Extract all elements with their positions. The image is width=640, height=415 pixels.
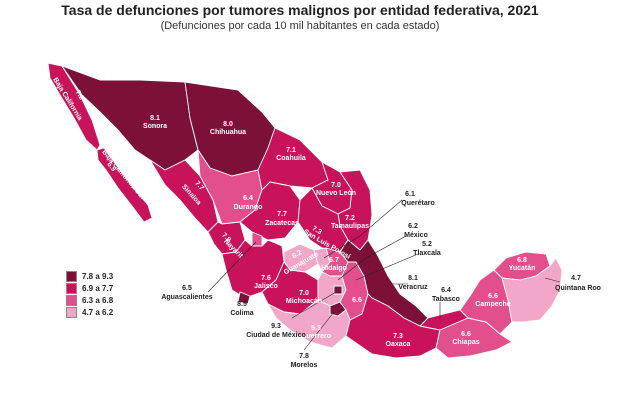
value-veracruz: 8.1	[408, 275, 418, 282]
leader-mexico	[337, 235, 407, 281]
label-mexico: México	[404, 232, 428, 239]
value-guerrero: 5.3	[311, 325, 321, 332]
label-chiapas: Chiapas	[452, 339, 479, 346]
label-yucatan: Yucatán	[509, 265, 536, 272]
value-campeche: 6.6	[488, 293, 498, 300]
state-colima	[237, 291, 251, 305]
label-chihuahua: Chihuahua	[210, 129, 246, 136]
map-subtitle: (Defunciones por cada 10 mil habitantes …	[160, 20, 440, 32]
value-michoacan: 7.0	[299, 290, 309, 297]
legend-item: 4.7 a 6.2	[66, 306, 113, 318]
label-quintana-roo: Quintana Roo	[555, 285, 601, 292]
leader-queretaro	[323, 199, 403, 259]
label-hidalgo: Hidalgo	[321, 265, 347, 272]
value-san-luis-potosi: 7.3	[311, 225, 323, 236]
label-aguascalientes: Aguascalientes	[161, 294, 212, 301]
value-aguascalientes: 6.5	[182, 285, 192, 292]
state-zacatecas	[239, 181, 301, 241]
legend-label: 6.3 a 6.8	[82, 295, 114, 305]
label-campeche: Campeche	[475, 301, 511, 308]
leader-quintana-roo	[544, 277, 561, 283]
label-coahuila: Coahuila	[276, 155, 306, 162]
label-michoacan: Michoacán	[286, 298, 322, 305]
leader-morelos	[303, 311, 335, 351]
value-sinaloa: 7.7	[193, 180, 205, 192]
value-zacatecas: 7.7	[277, 211, 287, 218]
value-oaxaca: 7.3	[393, 333, 403, 340]
value-chihuahua: 8.0	[223, 121, 233, 128]
value-morelos: 7.8	[299, 353, 309, 360]
value-hidalgo: 6.7	[329, 257, 339, 264]
leader-aguascalientes	[207, 241, 257, 293]
legend-item: 6.9 a 7.7	[66, 282, 113, 294]
value-puebla: 6.6	[352, 297, 362, 304]
label-guerrero: Guerrero	[301, 333, 331, 340]
label-nuevo-leon: Nuevo León	[316, 190, 356, 197]
legend-swatch	[66, 294, 77, 306]
label-tlaxcala: Tlaxcala	[413, 250, 441, 257]
value-tlaxcala: 5.2	[422, 241, 432, 248]
legend-item: 7.8 a 9.3	[66, 270, 113, 282]
label-tabasco: Tabasco	[432, 296, 460, 303]
legend-swatch	[66, 306, 77, 318]
value-tamaulipas: 7.2	[345, 215, 355, 222]
value-queretaro: 6.1	[405, 191, 415, 198]
value-colima: 8.5	[237, 301, 247, 308]
state-quintana-roo	[501, 257, 563, 323]
value-guanajuato: 6.2	[291, 249, 303, 260]
state-jalisco	[221, 239, 285, 299]
state-baja-california-sur	[96, 147, 153, 223]
label-cdmx: Ciudad de México	[246, 332, 306, 339]
value-tabasco: 6.4	[441, 287, 451, 294]
value-coahuila: 7.1	[286, 147, 296, 154]
legend-label: 7.8 a 9.3	[82, 271, 114, 281]
value-yucatan: 6.8	[517, 257, 527, 264]
legend-swatch	[66, 282, 77, 294]
label-sonora: Sonora	[143, 123, 167, 130]
label-tamaulipas: Tamaulipas	[331, 223, 369, 230]
value-nayarit: 7.9	[220, 232, 232, 244]
map-title: Tasa de defunciones por tumores malignos…	[61, 2, 539, 18]
label-zacatecas: Zacatecas	[265, 220, 299, 227]
value-durango: 6.4	[243, 195, 253, 202]
legend: 7.8 a 9.3 6.9 a 7.7 6.3 a 6.8 4.7 a 6.2	[66, 270, 113, 318]
value-sonora: 8.1	[150, 115, 160, 122]
value-nuevo-leon: 7.0	[331, 182, 341, 189]
value-mexico: 6.2	[408, 223, 418, 230]
legend-label: 6.9 a 7.7	[82, 283, 114, 293]
label-morelos: Morelos	[291, 362, 318, 369]
leader-cdmx	[291, 291, 337, 319]
value-baja-california: 7.2	[74, 89, 85, 101]
value-jalisco: 7.6	[261, 275, 271, 282]
legend-swatch	[66, 270, 77, 282]
label-oaxaca: Oaxaca	[386, 341, 411, 348]
label-colima: Colima	[230, 310, 253, 317]
label-veracruz: Veracruz	[398, 284, 428, 291]
value-cdmx: 9.3	[271, 323, 281, 330]
label-durango: Durango	[234, 204, 263, 211]
legend-label: 4.7 a 6.2	[82, 307, 114, 317]
state-guerrero	[267, 299, 351, 349]
legend-item: 6.3 a 6.8	[66, 294, 113, 306]
value-chiapas: 6.6	[461, 331, 471, 338]
value-baja-california-sur: 6.9	[105, 161, 117, 173]
label-queretaro: Querétaro	[401, 200, 434, 207]
leader-tlaxcala	[355, 253, 419, 281]
value-quintana-roo: 4.7	[571, 275, 581, 282]
label-jalisco: Jalisco	[254, 283, 278, 290]
